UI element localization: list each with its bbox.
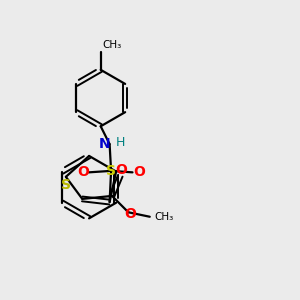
Text: CH₃: CH₃ — [102, 40, 122, 50]
Text: O: O — [77, 165, 89, 179]
Text: O: O — [115, 164, 127, 177]
Text: CH₃: CH₃ — [154, 212, 173, 222]
Text: N: N — [98, 137, 110, 151]
Text: S: S — [106, 164, 116, 178]
Text: S: S — [61, 178, 71, 192]
Text: H: H — [116, 136, 126, 149]
Text: O: O — [124, 207, 136, 221]
Text: O: O — [133, 165, 145, 179]
